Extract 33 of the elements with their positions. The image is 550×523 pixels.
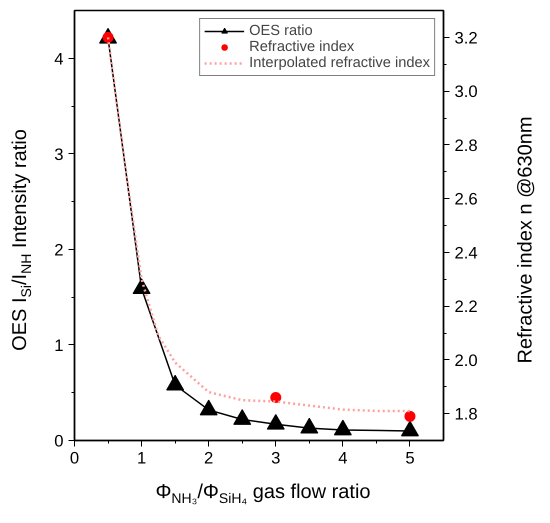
x-tick-label: 3 — [271, 448, 280, 468]
y-tick-label: 3 — [54, 144, 64, 164]
legend-label: Interpolated refractive index — [249, 55, 430, 71]
y2-tick-label: 2.4 — [454, 243, 478, 262]
y-tick-label: 1 — [54, 336, 64, 355]
point — [266, 414, 285, 430]
point — [404, 410, 416, 422]
y2-tick-label: 2.2 — [454, 297, 478, 316]
point — [300, 418, 318, 434]
legend-label: OES ratio — [249, 23, 313, 39]
y2-axis-title: Refractive index n @630nm — [514, 116, 538, 364]
y-tick-label: 0 — [54, 432, 64, 450]
point — [400, 420, 419, 436]
point — [233, 409, 252, 425]
legend-label: Refractive index — [249, 39, 354, 55]
y-tick-label: 4 — [54, 49, 64, 68]
point — [200, 400, 218, 416]
point — [334, 420, 352, 436]
point — [270, 392, 282, 403]
y2-tick-label: 3.2 — [454, 28, 478, 48]
point — [166, 374, 184, 390]
x-axis-title: Φ$_{NH₃}$/Φ$_{SiH₄}$ gas flow ratio — [155, 480, 371, 508]
x-tick-label: 5 — [405, 448, 415, 468]
y2-tick-label: 1.8 — [454, 404, 478, 424]
x-tick-label: 4 — [338, 448, 348, 468]
y2-tick-label: 2.8 — [454, 136, 478, 155]
x-tick-label: 1 — [136, 448, 146, 468]
x-tick-label: 0 — [70, 448, 80, 468]
y-tick-label: 2 — [54, 240, 64, 260]
y2-tick-label: 2.0 — [454, 350, 478, 370]
x-tick-label: 2 — [204, 448, 214, 468]
y2-tick-label: 3.0 — [454, 82, 478, 102]
y2-tick-label: 2.6 — [454, 190, 478, 209]
